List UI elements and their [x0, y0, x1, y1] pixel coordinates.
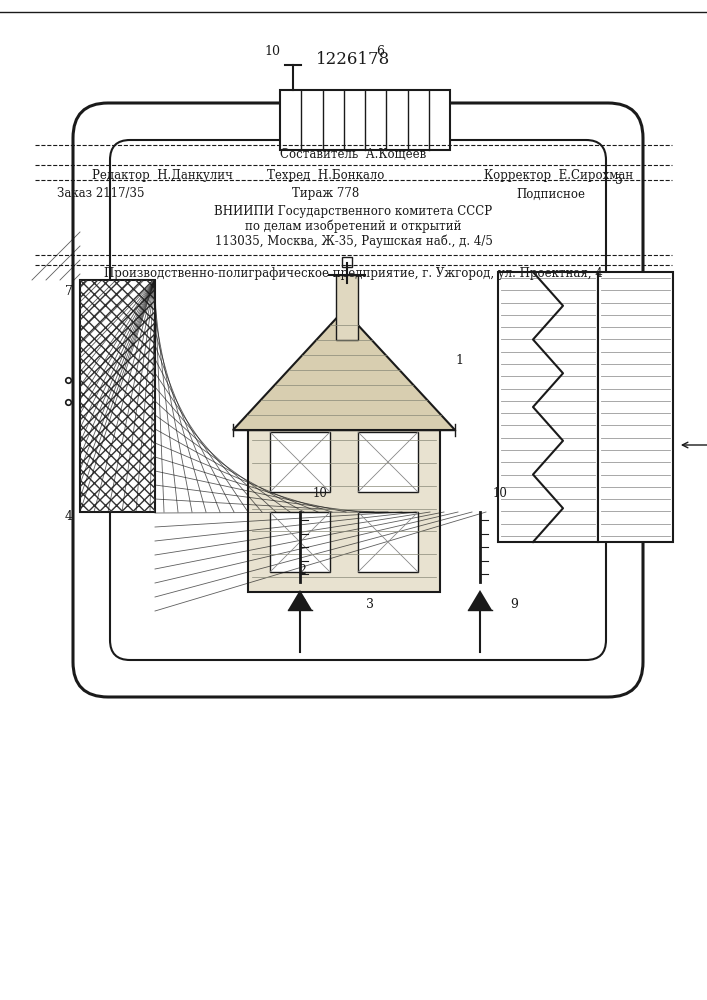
Text: 113035, Москва, Ж-35, Раушская наб., д. 4/5: 113035, Москва, Ж-35, Раушская наб., д. … — [214, 234, 493, 248]
Text: 9: 9 — [510, 598, 518, 611]
Bar — [358, 432, 418, 492]
Text: Редактор  Н.Данкулич: Редактор Н.Данкулич — [92, 168, 233, 182]
Bar — [270, 432, 330, 492]
Text: 9: 9 — [298, 598, 306, 611]
Bar — [248, 430, 440, 592]
Text: Составитель  А.Кощеев: Составитель А.Кощеев — [281, 148, 426, 161]
Text: Производственно-полиграфическое предприятие, г. Ужгород, ул. Проектная, 4: Производственно-полиграфическое предприя… — [104, 267, 603, 280]
Bar — [598, 272, 673, 542]
Bar — [342, 257, 352, 267]
Text: Тираж 778: Тираж 778 — [291, 188, 359, 200]
Bar — [80, 280, 155, 512]
Text: Заказ 2117/35: Заказ 2117/35 — [57, 188, 144, 200]
Bar — [280, 90, 450, 150]
Text: 2: 2 — [298, 564, 306, 576]
Text: 4: 4 — [65, 510, 73, 523]
Text: по делам изобретений и открытий: по делам изобретений и открытий — [245, 219, 462, 233]
Text: Подписное: Подписное — [516, 188, 585, 200]
Text: 5: 5 — [615, 174, 623, 186]
Polygon shape — [288, 590, 312, 610]
Text: 1226178: 1226178 — [316, 51, 390, 68]
Text: Корректор  Е.Сирохман: Корректор Е.Сирохман — [484, 168, 633, 182]
Bar — [336, 275, 358, 340]
Bar — [270, 512, 330, 572]
Bar — [80, 280, 155, 512]
Text: 10: 10 — [493, 487, 508, 500]
Text: 1: 1 — [455, 354, 463, 366]
Polygon shape — [233, 310, 455, 430]
Text: 3: 3 — [366, 598, 374, 611]
Text: 7: 7 — [65, 285, 73, 298]
Bar — [358, 512, 418, 572]
Text: Техред  Н.Бонкало: Техред Н.Бонкало — [267, 168, 384, 182]
Text: 6: 6 — [376, 45, 384, 58]
Bar — [498, 272, 598, 542]
Polygon shape — [468, 590, 492, 610]
Text: ВНИИПИ Государственного комитета СССР: ВНИИПИ Государственного комитета СССР — [214, 205, 493, 218]
Text: 10: 10 — [264, 45, 280, 58]
Text: 10: 10 — [312, 487, 327, 500]
